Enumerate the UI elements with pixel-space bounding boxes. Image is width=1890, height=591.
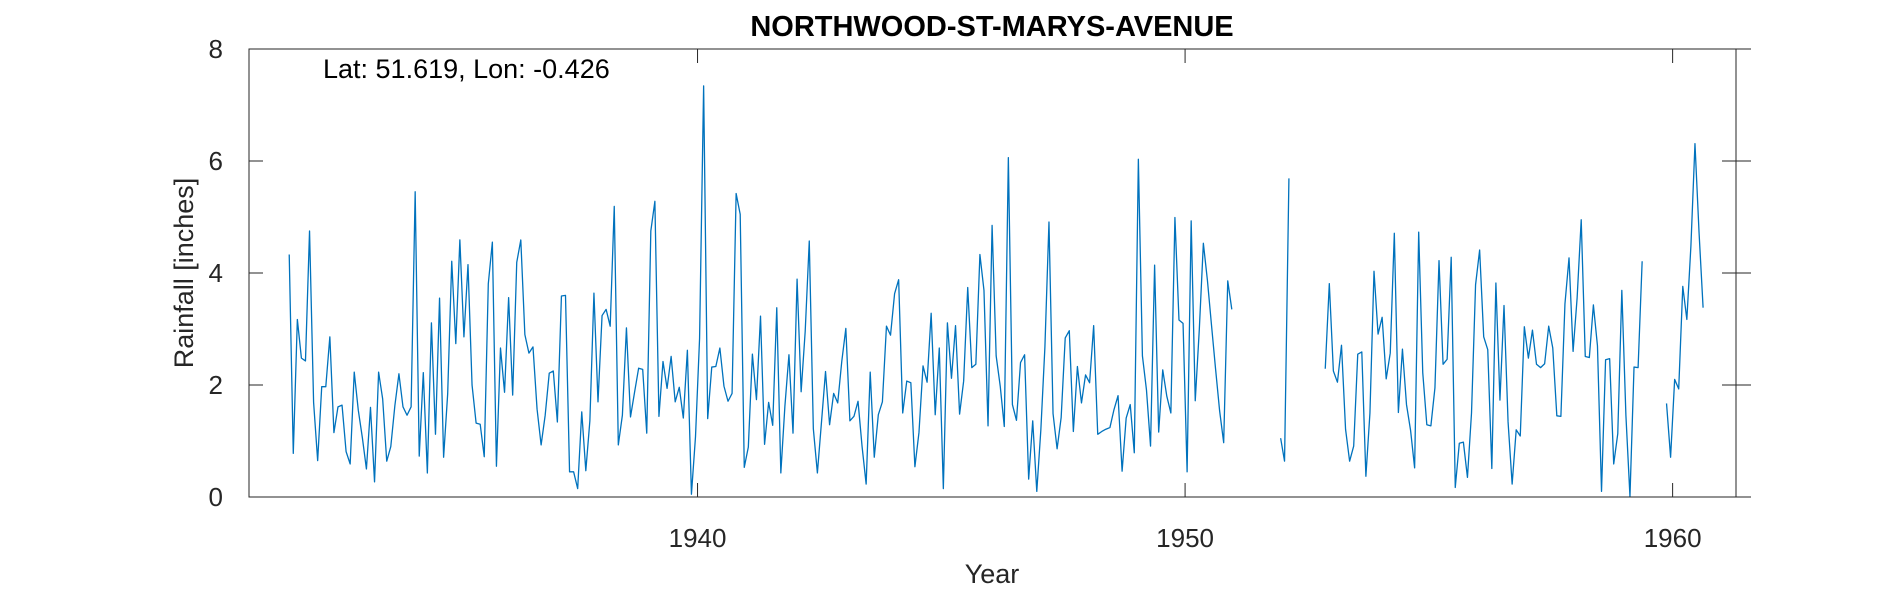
x-axis-label: Year: [965, 559, 1020, 589]
y-tick-label: 4: [209, 258, 223, 288]
chart-title: NORTHWOOD-ST-MARYS-AVENUE: [750, 11, 1233, 43]
y-axis-label: Rainfall [inches]: [169, 178, 199, 369]
rainfall-series-line-3: [1324, 219, 1643, 498]
x-tick-label: 1940: [669, 523, 727, 553]
rainfall-series-line-4: [1665, 142, 1704, 458]
series-layer: [288, 85, 1704, 498]
x-tick-label: 1950: [1156, 523, 1214, 553]
y-tick-label: 6: [209, 146, 223, 176]
plot-frame: [248, 48, 1737, 498]
y-tick-label: 2: [209, 370, 223, 400]
rainfall-series-line-1: [288, 85, 1233, 495]
y-tick-label: 0: [209, 482, 223, 512]
y-tick-label: 8: [209, 34, 223, 64]
rainfall-series-line-2: [1279, 178, 1290, 462]
x-tick-label: 1960: [1644, 523, 1702, 553]
location-annotation: Lat: 51.619, Lon: -0.426: [323, 54, 610, 84]
plot-area: [249, 49, 1736, 497]
